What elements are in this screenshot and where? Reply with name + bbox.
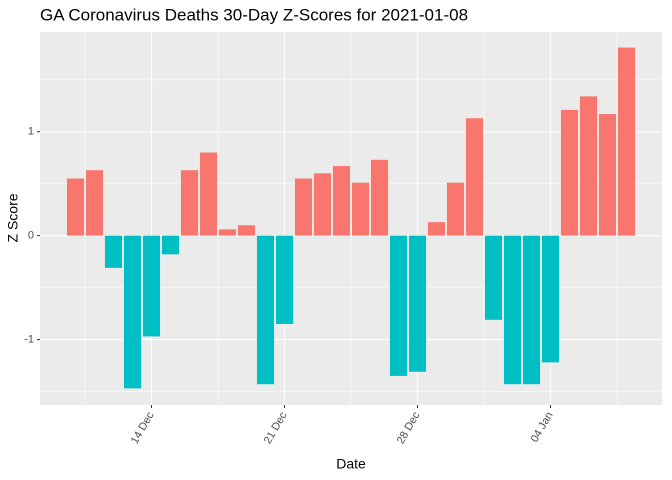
- bar: [465, 118, 484, 236]
- bar: [275, 235, 294, 324]
- bar: [256, 235, 275, 385]
- bar: [370, 159, 389, 236]
- bar: [218, 229, 237, 236]
- bar: [484, 235, 503, 320]
- bar: [199, 152, 218, 236]
- bar: [560, 109, 579, 236]
- y-tick-label: 1: [28, 126, 34, 138]
- bar: [408, 235, 427, 372]
- y-axis-title: Z Score: [5, 193, 21, 242]
- bar: [123, 235, 142, 389]
- bar: [522, 235, 541, 385]
- bar: [237, 225, 256, 236]
- bar: [180, 170, 199, 236]
- bar: [66, 178, 85, 236]
- bar: [541, 235, 560, 363]
- x-axis-title: Date: [336, 456, 366, 472]
- bar: [313, 173, 332, 236]
- x-tick-label: 21 Dec: [262, 410, 290, 447]
- bar: [598, 114, 617, 236]
- bar: [104, 235, 123, 268]
- bar: [579, 96, 598, 236]
- chart-title: GA Coronavirus Deaths 30-Day Z-Scores fo…: [40, 5, 468, 24]
- bar: [351, 182, 370, 236]
- y-tick-label: -1: [24, 333, 34, 345]
- bar: [389, 235, 408, 376]
- bar: [503, 235, 522, 385]
- bar: [427, 222, 446, 236]
- bar: [161, 235, 180, 255]
- y-tick-label: 0: [28, 230, 34, 242]
- bar: [294, 178, 313, 236]
- bar: [446, 182, 465, 236]
- bar: [85, 170, 104, 236]
- bar: [332, 166, 351, 236]
- x-tick-label: 14 Dec: [129, 410, 157, 447]
- bar: [142, 235, 161, 337]
- x-tick-label: 28 Dec: [395, 410, 423, 447]
- bar: [617, 47, 636, 236]
- x-tick-label: 04 Jan: [529, 410, 556, 445]
